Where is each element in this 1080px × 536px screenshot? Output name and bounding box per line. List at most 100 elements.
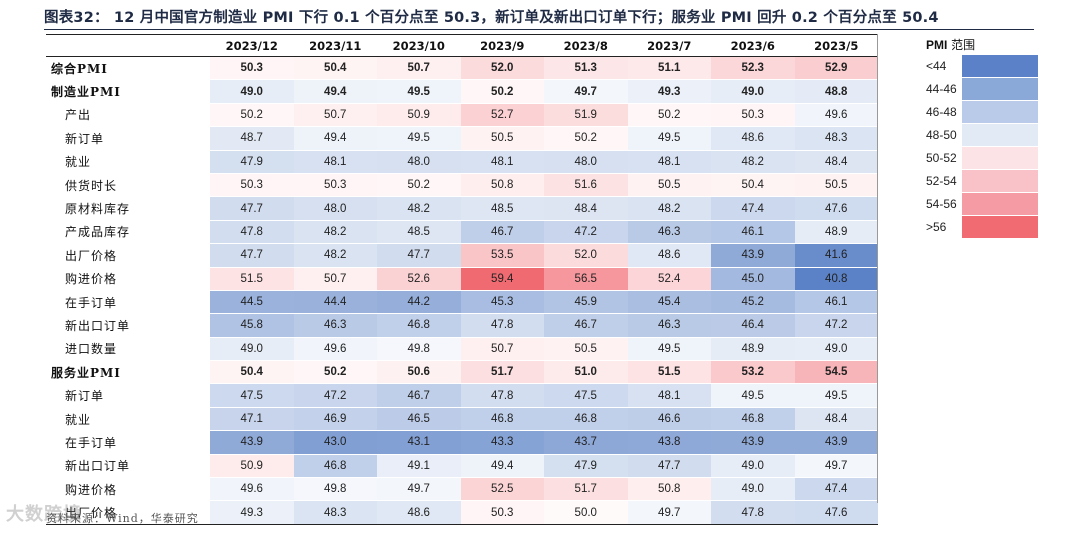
heatmap-cell: 49.3 xyxy=(627,80,711,104)
heatmap-cell: 49.3 xyxy=(210,501,294,525)
heatmap-cell: 45.8 xyxy=(210,314,294,338)
heatmap-cell: 50.8 xyxy=(460,173,544,198)
heatmap-cell: 48.5 xyxy=(377,220,461,245)
heatmap-cell: 50.2 xyxy=(544,127,628,151)
heatmap-cell: 50.4 xyxy=(293,57,377,81)
table-row: 新出口订单 45.8 46.3 46.8 47.8 46.7 46.3 46.4 47.2 xyxy=(46,314,878,338)
legend: PMI 范围 <44 44-46 46-48 48-50 50-52 52-54 54-56… xyxy=(926,36,1040,238)
row-label: 产成品库存 xyxy=(46,221,210,245)
heatmap-cell: 50.7 xyxy=(293,267,377,291)
heatmap-cell: 51.5 xyxy=(627,361,711,385)
heatmap-cell: 48.4 xyxy=(794,407,878,432)
heatmap-cell: 43.1 xyxy=(377,431,461,455)
heatmap-cell: 52.9 xyxy=(794,57,878,81)
row-label: 新出口订单 xyxy=(46,455,210,479)
heatmap-cell: 48.2 xyxy=(377,197,461,221)
legend-label: 52-54 xyxy=(926,173,957,188)
heatmap-cell: 48.2 xyxy=(711,150,795,174)
heatmap-cell: 46.7 xyxy=(377,384,461,408)
table-row: 供货时长 50.3 50.3 50.2 50.8 51.6 50.5 50.4 50.5 xyxy=(46,173,878,198)
heatmap-cell: 56.5 xyxy=(544,267,628,291)
heatmap-cell: 49.8 xyxy=(293,478,377,502)
heatmap-cell: 51.9 xyxy=(544,103,628,128)
heatmap-cell: 47.4 xyxy=(794,478,878,502)
heatmap-cell: 43.9 xyxy=(711,431,795,455)
heatmap-cell: 49.7 xyxy=(627,501,711,525)
table-row: 出厂价格 47.7 48.2 47.7 53.5 52.0 48.6 43.9 41.6 xyxy=(46,244,878,268)
heatmap-cell: 46.8 xyxy=(293,454,377,479)
heatmap-cell: 49.0 xyxy=(794,337,878,362)
column-header: 2023/8 xyxy=(544,34,628,57)
heatmap-cell: 46.3 xyxy=(627,220,711,245)
row-label: 供货时长 xyxy=(46,174,210,198)
heatmap-cell: 50.4 xyxy=(210,361,294,385)
heatmap-cell: 45.9 xyxy=(544,290,628,315)
row-label: 出厂价格 xyxy=(46,501,210,525)
heatmap-cell: 48.5 xyxy=(460,197,544,221)
heatmap-cell: 47.2 xyxy=(544,220,628,245)
heatmap-cell: 49.5 xyxy=(377,80,461,104)
heatmap-cell: 43.9 xyxy=(711,244,795,268)
column-header: 2023/12 xyxy=(210,34,294,57)
heatmap-cell: 48.6 xyxy=(377,501,461,525)
table-row: 新出口订单 50.9 46.8 49.1 49.4 47.9 47.7 49.0 49.7 xyxy=(46,454,878,479)
heatmap-cell: 51.0 xyxy=(544,361,628,385)
row-label: 原材料库存 xyxy=(46,197,210,221)
heatmap-cell: 41.6 xyxy=(794,244,878,268)
heatmap-cell: 52.5 xyxy=(460,478,544,502)
heatmap-cell: 49.0 xyxy=(210,337,294,362)
heatmap-cell: 50.2 xyxy=(377,173,461,198)
heatmap-cell: 54.5 xyxy=(794,361,878,385)
row-label: 在手订单 xyxy=(46,291,210,315)
legend-swatch xyxy=(962,54,1038,77)
row-label: 综合PMI xyxy=(46,57,210,81)
heatmap-cell: 50.0 xyxy=(544,501,628,525)
heatmap-cell: 52.6 xyxy=(377,267,461,291)
table-row: 进口数量 49.0 49.6 49.8 50.7 50.5 49.5 48.9 49.0 xyxy=(46,337,878,362)
heatmap-cell: 49.0 xyxy=(711,80,795,104)
heatmap-cell: 50.2 xyxy=(627,103,711,128)
heatmap-cell: 48.9 xyxy=(711,337,795,362)
heatmap-cell: 44.5 xyxy=(210,290,294,315)
table-row: 服务业PMI 50.4 50.2 50.6 51.7 51.0 51.5 53.2 54.5 xyxy=(46,361,878,385)
heatmap-cell: 46.9 xyxy=(293,407,377,432)
pmi-heatmap-table: 2023/12 2023/11 2023/10 2023/9 2023/8 2023/7 2… xyxy=(46,34,878,525)
heatmap-cell: 49.8 xyxy=(377,337,461,362)
heatmap-cell: 43.9 xyxy=(210,431,294,455)
heatmap-cell: 48.4 xyxy=(544,197,628,221)
legend-swatch xyxy=(962,100,1038,123)
heatmap-cell: 50.9 xyxy=(377,103,461,128)
table-row: 产出 50.2 50.7 50.9 52.7 51.9 50.2 50.3 49.6 xyxy=(46,103,878,128)
legend-swatch xyxy=(962,169,1038,192)
heatmap-cell: 47.6 xyxy=(794,197,878,221)
heatmap-cell: 49.4 xyxy=(293,80,377,104)
heatmap-cell: 50.5 xyxy=(544,337,628,362)
row-label: 就业 xyxy=(46,151,210,174)
heatmap-cell: 47.8 xyxy=(460,314,544,338)
heatmap-cell: 49.7 xyxy=(544,80,628,104)
heatmap-cell: 49.5 xyxy=(627,127,711,151)
legend-item: 50-52 xyxy=(926,146,1040,169)
heatmap-cell: 47.7 xyxy=(377,244,461,268)
legend-label: 54-56 xyxy=(926,196,957,211)
heatmap-cell: 49.1 xyxy=(377,454,461,479)
heatmap-cell: 51.1 xyxy=(627,57,711,81)
row-header-blank xyxy=(46,34,210,57)
column-header: 2023/7 xyxy=(627,34,711,57)
heatmap-cell: 48.6 xyxy=(627,244,711,268)
heatmap-cell: 46.8 xyxy=(544,407,628,432)
heatmap-cell: 45.3 xyxy=(460,290,544,315)
heatmap-cell: 50.7 xyxy=(460,337,544,362)
legend-swatch xyxy=(962,146,1038,169)
heatmap-cell: 47.9 xyxy=(544,454,628,479)
heatmap-cell: 50.6 xyxy=(377,361,461,385)
table-body: 综合PMI 50.3 50.4 50.7 52.0 51.3 51.1 52.3 52.9 制造业… xyxy=(46,57,878,525)
heatmap-cell: 49.6 xyxy=(794,103,878,128)
watermark-logo: 大数跨境 xyxy=(6,504,82,525)
table-row: 原材料库存 47.7 48.0 48.2 48.5 48.4 48.2 47.4 47.6 xyxy=(46,197,878,221)
column-header: 2023/11 xyxy=(293,34,377,57)
heatmap-cell: 45.2 xyxy=(711,290,795,315)
row-label: 就业 xyxy=(46,408,210,432)
heatmap-cell: 49.4 xyxy=(293,127,377,151)
row-label: 新订单 xyxy=(46,384,210,408)
